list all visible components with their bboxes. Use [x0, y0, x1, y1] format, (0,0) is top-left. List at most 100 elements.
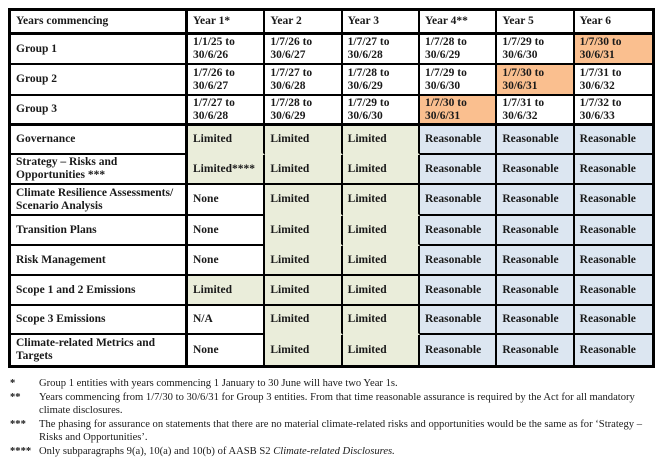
assurance-value: Limited: [270, 313, 310, 326]
assurance-cell: Reasonable: [497, 155, 575, 185]
period-cell: 1/7/28 to 30/6/29: [420, 35, 498, 65]
assurance-cell: Limited****: [188, 155, 266, 185]
row-label: Scope 1 and 2 Emissions: [16, 283, 136, 296]
assurance-value: Reasonable: [579, 313, 636, 326]
assurance-value: None: [193, 343, 219, 356]
row-label: Risk Management: [16, 253, 106, 266]
year-header-cell: Year 4**: [420, 11, 498, 35]
period-value: 1/7/28 to 30/6/29: [425, 36, 467, 61]
row-label: Governance: [16, 133, 76, 146]
corner-header-label: Years commencing: [16, 15, 109, 28]
assurance-cell: Reasonable: [574, 306, 652, 335]
footnote: * Group 1 entities with years commencing…: [10, 377, 651, 391]
assurance-cell: Reasonable: [497, 246, 575, 276]
assurance-value: Limited: [347, 193, 387, 206]
year-header-cell: Year 1*: [188, 11, 266, 35]
assurance-cell: Limited: [265, 306, 343, 335]
year-header-label: Year 5: [502, 15, 534, 28]
assurance-value: None: [193, 253, 219, 266]
group-label: Group 1: [16, 42, 58, 55]
assurance-cell: Reasonable: [574, 246, 652, 276]
assurance-cell: Reasonable: [574, 126, 652, 155]
period-cell-highlighted: 1/7/30 to 30/6/31: [574, 35, 652, 65]
assurance-value: Limited: [347, 133, 387, 146]
assurance-cell: Limited: [342, 155, 420, 185]
footnote-marker: *: [10, 378, 16, 389]
assurance-cell: Limited: [342, 306, 420, 335]
period-value: 1/7/28 to 30/6/29: [347, 66, 390, 92]
assurance-value: Limited: [193, 133, 232, 146]
assurance-cell: Reasonable: [574, 216, 652, 246]
assurance-value: Reasonable: [579, 253, 636, 266]
period-value: 1/7/30 to 30/6/31: [502, 66, 545, 92]
assurance-cell: Reasonable: [497, 216, 575, 246]
assurance-cell: Reasonable: [574, 335, 652, 365]
assurance-value: Reasonable: [502, 313, 559, 326]
period-value: 1/7/29 to 30/6/30: [425, 66, 467, 92]
assurance-value: Limited: [347, 223, 387, 236]
group-label-cell: Group 3: [11, 96, 188, 126]
footnote-text: Group 1 entities with years commencing 1…: [39, 378, 398, 389]
assurance-value: Reasonable: [502, 193, 559, 206]
assurance-value: None: [193, 223, 219, 236]
period-value: 1/1/25 to 30/6/26: [193, 36, 235, 61]
assurance-cell: None: [188, 335, 266, 365]
assurance-cell: Reasonable: [420, 155, 498, 185]
footnote: **** Only subparagraphs 9(a), 10(a) and …: [10, 445, 651, 458]
assurance-value: Reasonable: [579, 223, 636, 236]
assurance-value: Reasonable: [425, 313, 482, 326]
footnote: ** Years commencing from 1/7/30 to 30/6/…: [10, 391, 651, 418]
assurance-cell: None: [188, 216, 266, 246]
year-header-cell: Year 2: [265, 11, 343, 35]
assurance-cell: Reasonable: [497, 335, 575, 365]
assurance-cell: None: [188, 185, 266, 216]
group-label: Group 3: [16, 103, 58, 116]
assurance-cell: Reasonable: [420, 335, 498, 365]
assurance-value: N/A: [193, 313, 213, 326]
assurance-cell: Reasonable: [497, 185, 575, 216]
assurance-value: Reasonable: [425, 343, 482, 356]
period-value: 1/7/29 to 30/6/30: [347, 96, 390, 122]
assurance-value: Reasonable: [502, 283, 559, 296]
period-cell-highlighted: 1/7/30 to 30/6/31: [497, 65, 575, 96]
assurance-value: Reasonable: [425, 193, 482, 206]
assurance-cell: None: [188, 246, 266, 276]
period-cell: 1/7/32 to 30/6/33: [574, 96, 652, 126]
period-cell: 1/1/25 to 30/6/26: [188, 35, 266, 65]
assurance-cell: Limited: [265, 276, 343, 306]
footnote-marker: ****: [10, 445, 32, 457]
period-cell: 1/7/27 to 30/6/28: [265, 65, 343, 96]
assurance-cell: Limited: [342, 185, 420, 216]
period-cell: 1/7/31 to 30/6/32: [574, 65, 652, 96]
group-label-cell: Group 1: [11, 35, 188, 65]
assurance-cell: Limited: [342, 216, 420, 246]
period-value: 1/7/31 to 30/6/32: [502, 96, 545, 122]
footnote-text: Only subparagraphs 9(a), 10(a) and 10(b)…: [39, 445, 651, 458]
assurance-value: Reasonable: [425, 223, 482, 236]
group-label-cell: Group 2: [11, 65, 188, 96]
assurance-value: Reasonable: [579, 162, 636, 175]
assurance-value: Reasonable: [502, 223, 559, 236]
period-value: 1/7/29 to 30/6/30: [502, 36, 545, 61]
row-label: Strategy – Risks and Opportunities ***: [16, 156, 118, 181]
row-label-cell: Strategy – Risks and Opportunities ***: [11, 155, 188, 185]
period-value: 1/7/27 to 30/6/28: [270, 66, 313, 92]
year-header-cell: Year 5: [497, 11, 575, 35]
assurance-cell: Limited: [188, 126, 266, 155]
period-cell: 1/7/26 to 30/6/27: [265, 35, 343, 65]
assurance-cell: Reasonable: [420, 246, 498, 276]
assurance-cell: Limited: [342, 276, 420, 306]
period-value: 1/7/30 to 30/6/31: [579, 36, 622, 61]
assurance-value: Limited: [347, 313, 387, 326]
assurance-value: Reasonable: [502, 162, 559, 175]
assurance-cell: Reasonable: [574, 155, 652, 185]
period-cell: 1/7/28 to 30/6/29: [342, 65, 420, 96]
period-cell: 1/7/28 to 30/6/29: [265, 96, 343, 126]
footnote-marker: ***: [10, 418, 26, 430]
assurance-cell: Limited: [265, 335, 343, 365]
assurance-value: Reasonable: [425, 283, 482, 296]
assurance-cell: Reasonable: [420, 276, 498, 306]
row-label-cell: Risk Management: [11, 246, 188, 276]
period-cell: 1/7/31 to 30/6/32: [497, 96, 575, 126]
